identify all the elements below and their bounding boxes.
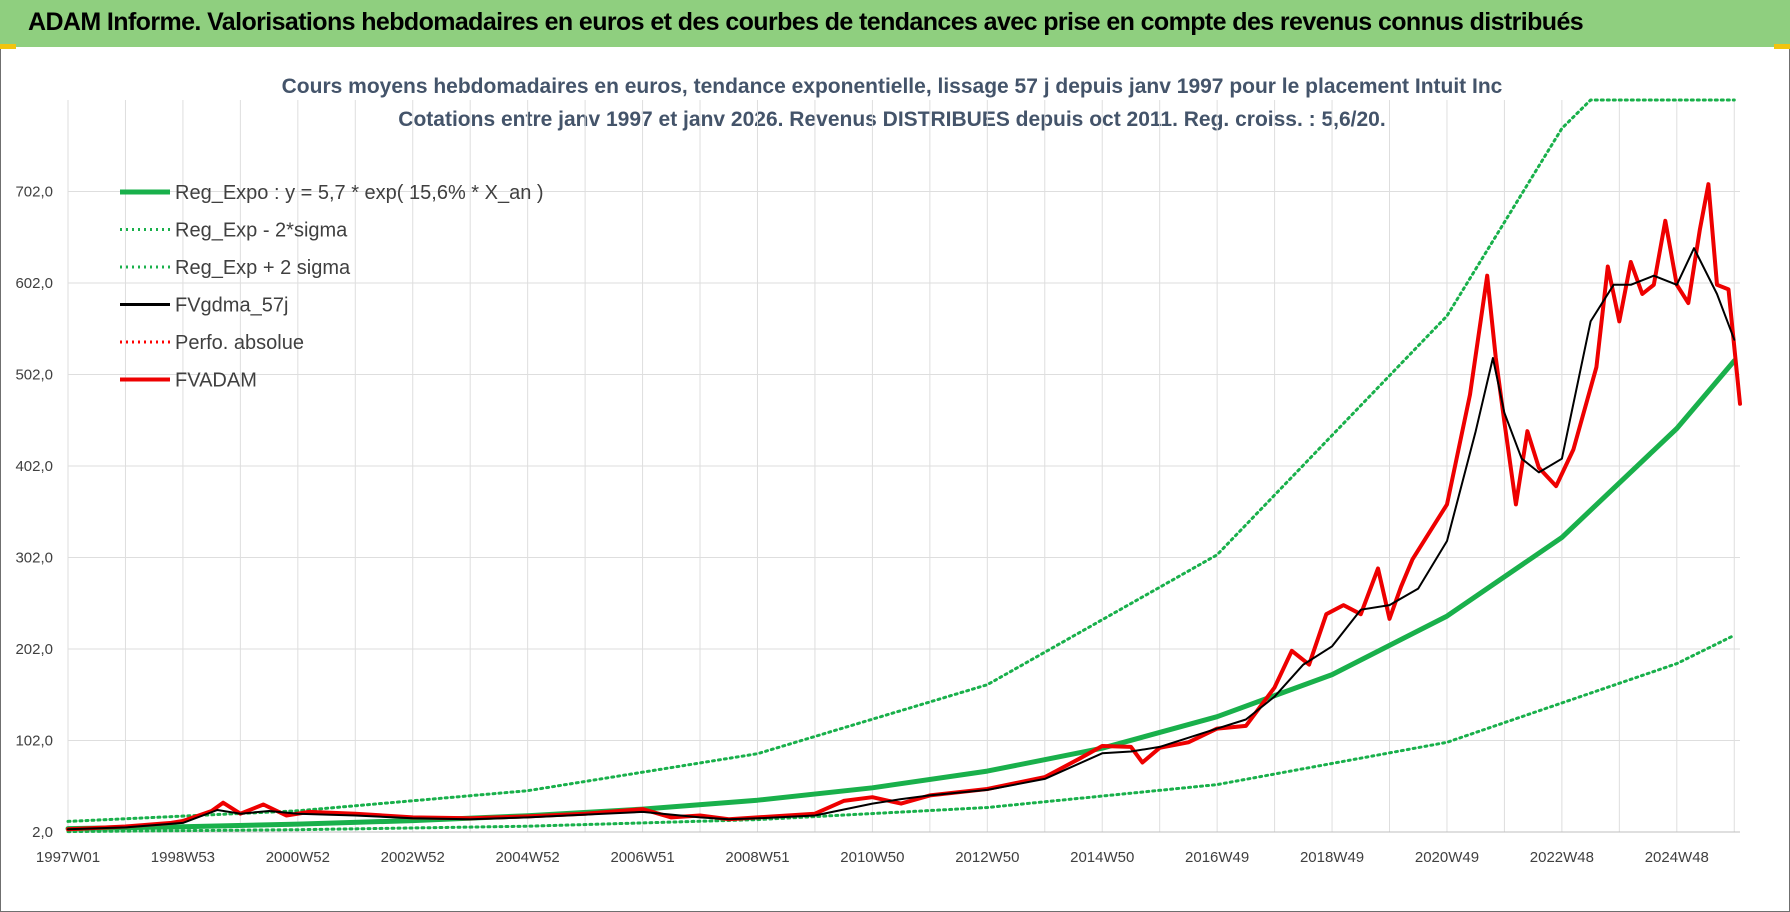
x-tick-label: 2014W50 xyxy=(1070,849,1134,866)
chart-grid xyxy=(67,100,1740,833)
x-tick-label: 2010W50 xyxy=(840,849,904,866)
x-tick-label: 2024W48 xyxy=(1645,849,1709,866)
chart-legend: Reg_Expo : y = 5,7 * exp( 15,6% * X_an )… xyxy=(120,182,544,392)
x-tick-label: 2020W49 xyxy=(1415,849,1479,866)
corner-mark-right xyxy=(1774,44,1790,49)
corner-mark-left xyxy=(0,44,16,49)
y-tick-label: 502,0 xyxy=(15,367,53,384)
legend-label: FVADAM xyxy=(175,370,257,392)
series-line-1 xyxy=(66,633,1736,834)
x-tick-label: 2008W51 xyxy=(725,849,789,866)
chart-axes: 2,0 102,0 202,0 302,0 402,0 502,0 602,0 702,0 19… xyxy=(15,184,1740,866)
x-tick-label: 1997W01 xyxy=(36,849,100,866)
report-title: ADAM Informe. Valorisations hebdomadaire… xyxy=(28,8,1584,36)
x-tick-label: 2006W51 xyxy=(610,849,674,866)
report-banner: ADAM Informe. Valorisations hebdomadaire… xyxy=(0,0,1790,47)
y-tick-label: 2,0 xyxy=(32,824,53,841)
legend-label: Perfo. absolue xyxy=(175,332,304,354)
x-tick-label: 2016W49 xyxy=(1185,849,1249,866)
y-tick-label: 202,0 xyxy=(15,641,53,658)
chart-title-line-1: Cours moyens hebdomadaires en euros, ten… xyxy=(282,75,1503,98)
x-tick-label: 2018W49 xyxy=(1300,849,1364,866)
chart-title-line-2: Cotations entre janv 1997 et janv 2026. … xyxy=(398,108,1385,131)
legend-label: Reg_Exp - 2*sigma xyxy=(175,220,348,242)
series-line-0 xyxy=(65,358,1737,832)
x-tick-label: 2012W50 xyxy=(955,849,1019,866)
y-tick-label: 102,0 xyxy=(15,733,53,750)
x-tick-label: 2022W48 xyxy=(1530,849,1594,866)
series-line-5 xyxy=(66,182,1742,832)
x-tick-label: 2004W52 xyxy=(496,849,560,866)
chart-series xyxy=(65,98,1742,834)
y-tick-label: 602,0 xyxy=(15,275,53,292)
x-tick-label: 2002W52 xyxy=(381,849,445,866)
legend-label: FVgdma_57j xyxy=(175,295,288,317)
legend-label: Reg_Expo : y = 5,7 * exp( 15,6% * X_an ) xyxy=(175,182,544,204)
y-tick-label: 402,0 xyxy=(15,458,53,475)
x-tick-label: 2000W52 xyxy=(266,849,330,866)
x-tick-label: 1998W53 xyxy=(151,849,215,866)
y-tick-label: 702,0 xyxy=(15,184,53,201)
series-line-3 xyxy=(67,247,1736,831)
y-tick-label: 302,0 xyxy=(15,550,53,567)
legend-label: Reg_Exp + 2 sigma xyxy=(175,257,351,279)
series-line-2 xyxy=(66,98,1736,823)
